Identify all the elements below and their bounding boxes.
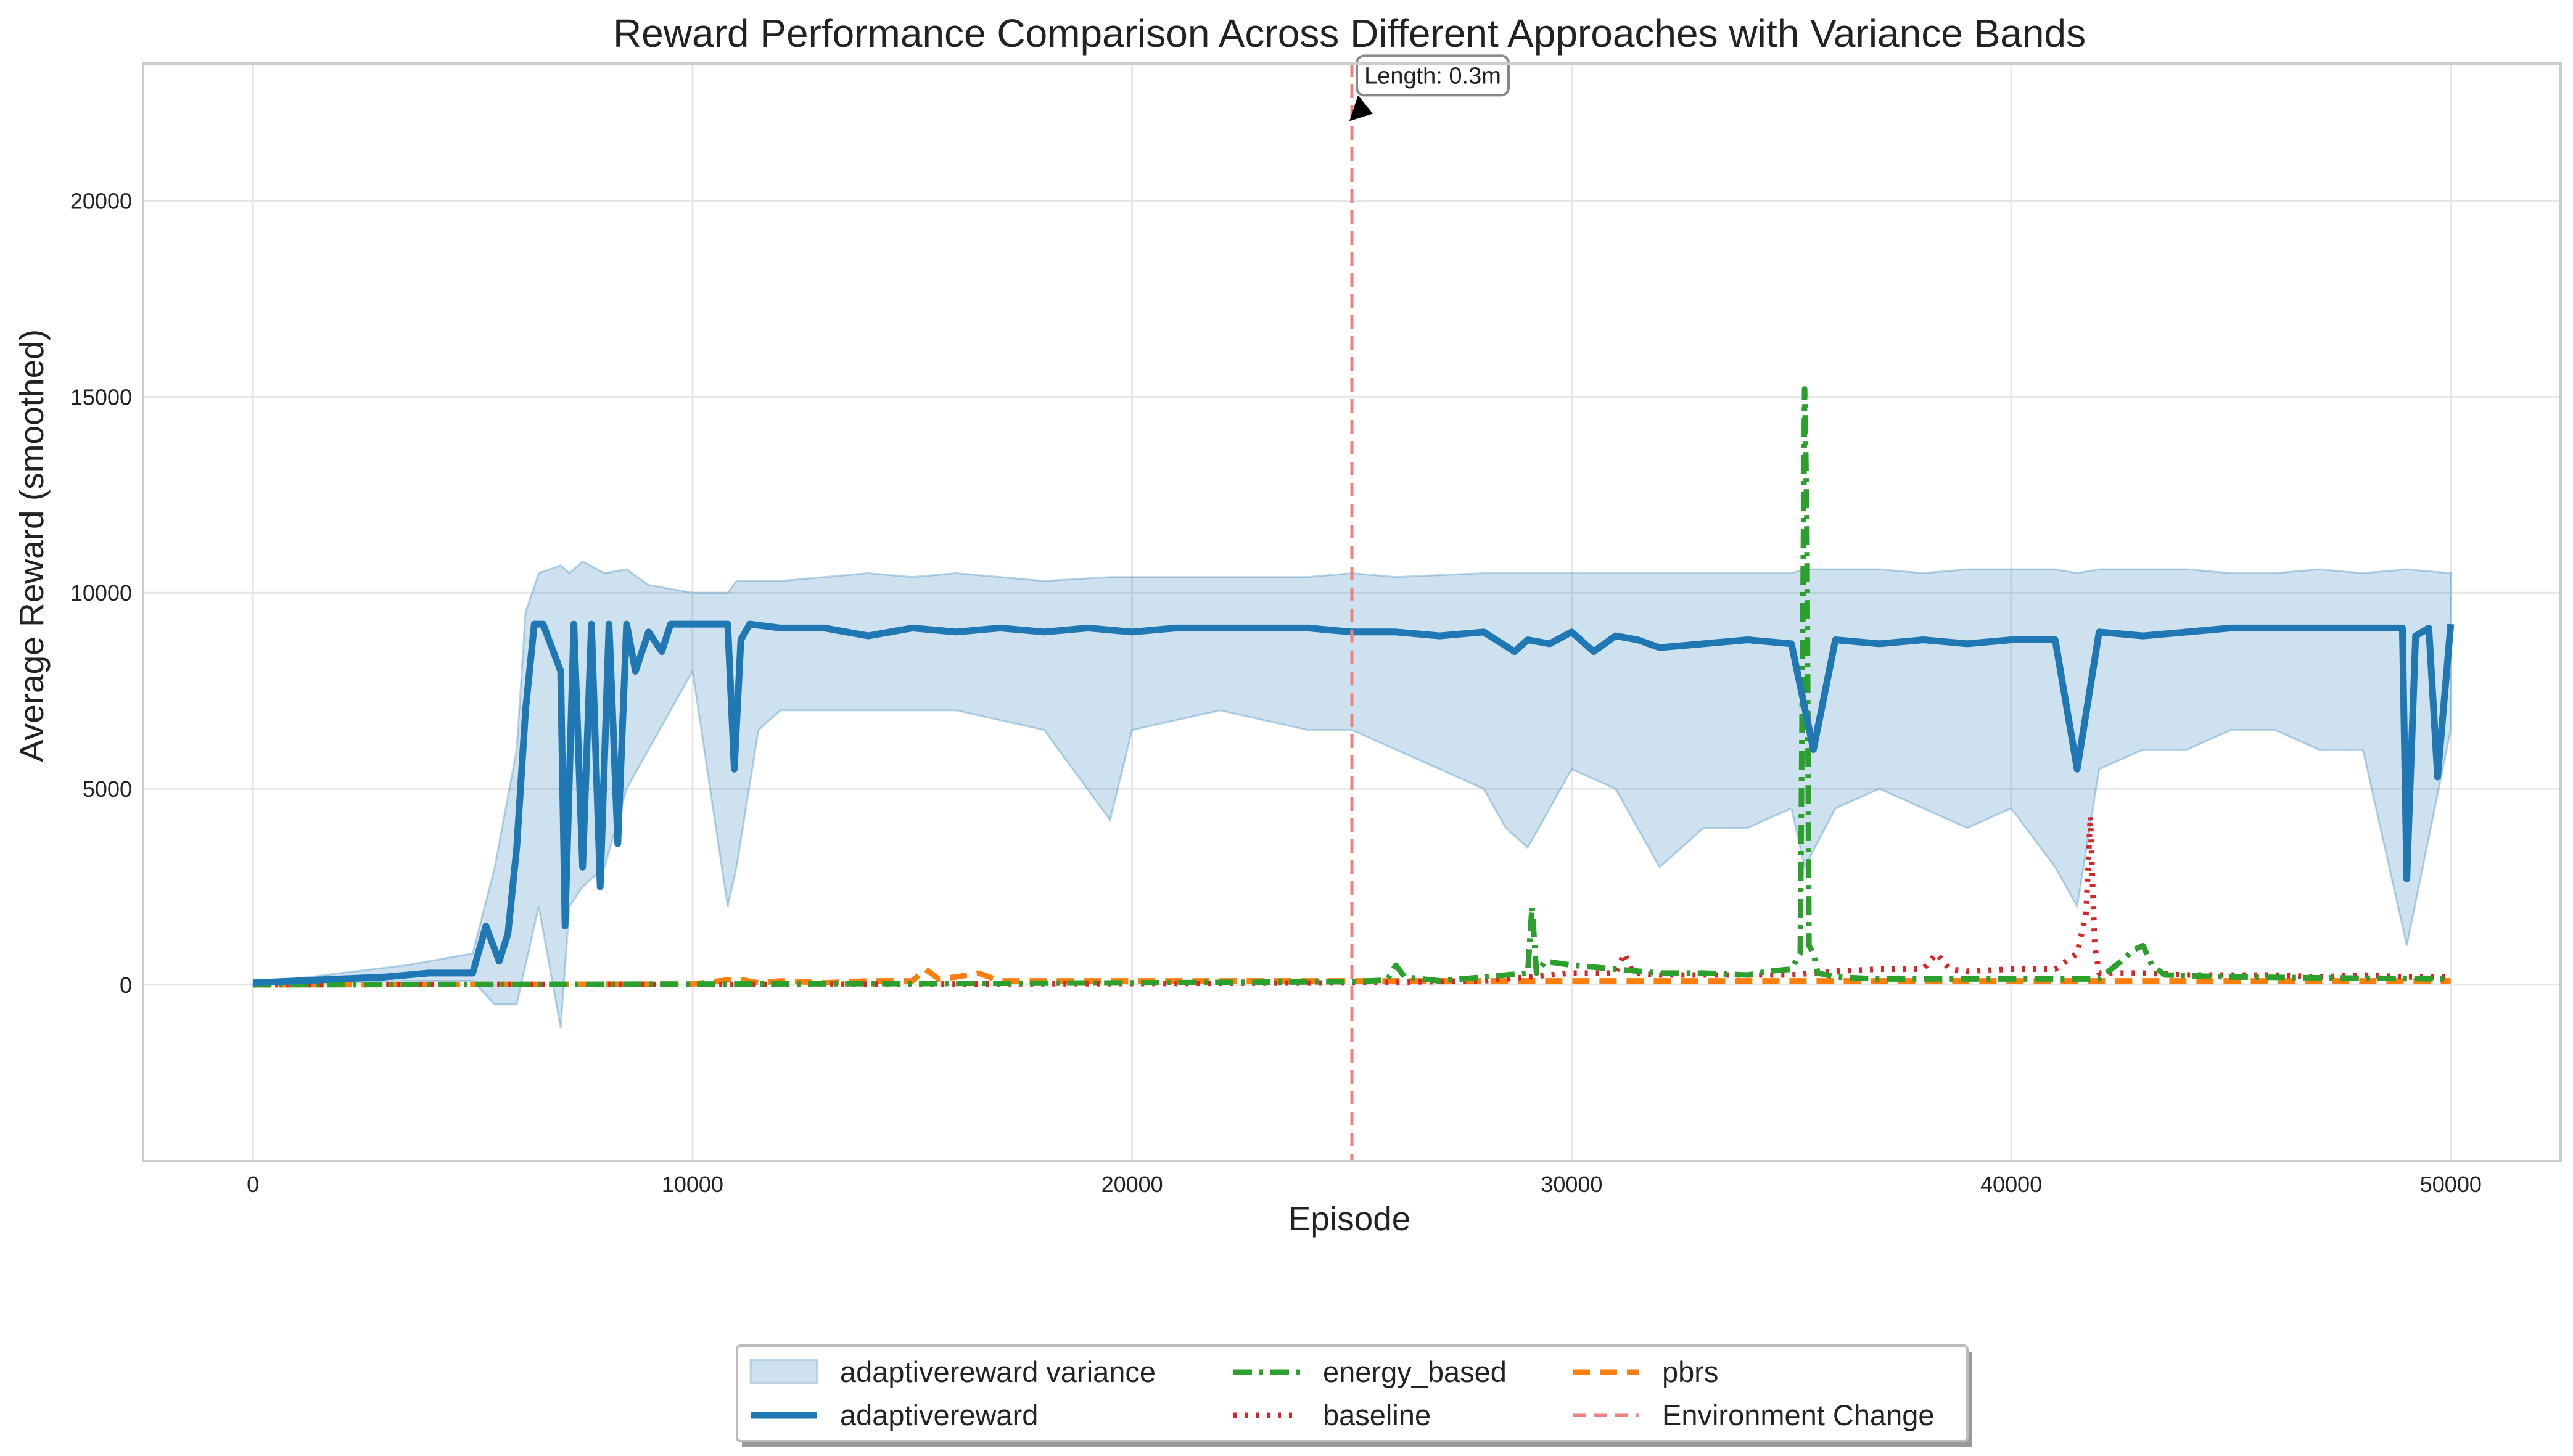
legend-swatch [749, 1359, 818, 1384]
plot-area: 0 10000 20000 30000 40000 50000 0 5000 10000 1500… [70, 54, 2562, 1197]
y-tick-label: 0 [120, 973, 132, 998]
y-axis-label: Average Reward (smoothed) [12, 329, 51, 762]
x-tick-label: 40000 [1980, 1172, 2042, 1197]
plot-frame [142, 62, 2562, 1162]
x-axis-label: Episode [1288, 1199, 1411, 1238]
x-tick-label: 10000 [662, 1172, 723, 1197]
series-band-adaptivereward-variance [252, 560, 2452, 1029]
annotation-text: Length: 0.3m [1364, 63, 1501, 89]
legend-label: baseline [1323, 1399, 1431, 1431]
annotation-arrow [1349, 95, 1373, 121]
x-tick-label: 0 [247, 1172, 259, 1197]
series-line-adaptivereward [252, 620, 2455, 987]
x-tick-label: 30000 [1541, 1172, 1602, 1197]
legend-label: pbrs [1662, 1355, 1718, 1388]
y-tick-label: 20000 [70, 189, 132, 214]
y-tick-label: 15000 [70, 384, 132, 409]
x-tick-label: 20000 [1101, 1172, 1163, 1197]
legend-label: Environment Change [1662, 1399, 1935, 1431]
legend-label: energy_based [1323, 1355, 1507, 1388]
x-tick-label: 50000 [2420, 1172, 2482, 1197]
series-line-energy-based [253, 386, 2451, 988]
legend: adaptivereward variance adaptivereward ene… [736, 1344, 1972, 1447]
legend-label: adaptivereward [840, 1399, 1038, 1431]
chart-title: Reward Performance Comparison Across Dif… [613, 11, 2086, 56]
annotation-box [1356, 54, 1510, 97]
legend-box [736, 1344, 1969, 1442]
legend-label: adaptivereward variance [840, 1355, 1156, 1388]
y-tick-label: 10000 [70, 580, 132, 606]
series-line-pbrs [253, 966, 2451, 988]
y-tick-label: 5000 [83, 776, 132, 802]
